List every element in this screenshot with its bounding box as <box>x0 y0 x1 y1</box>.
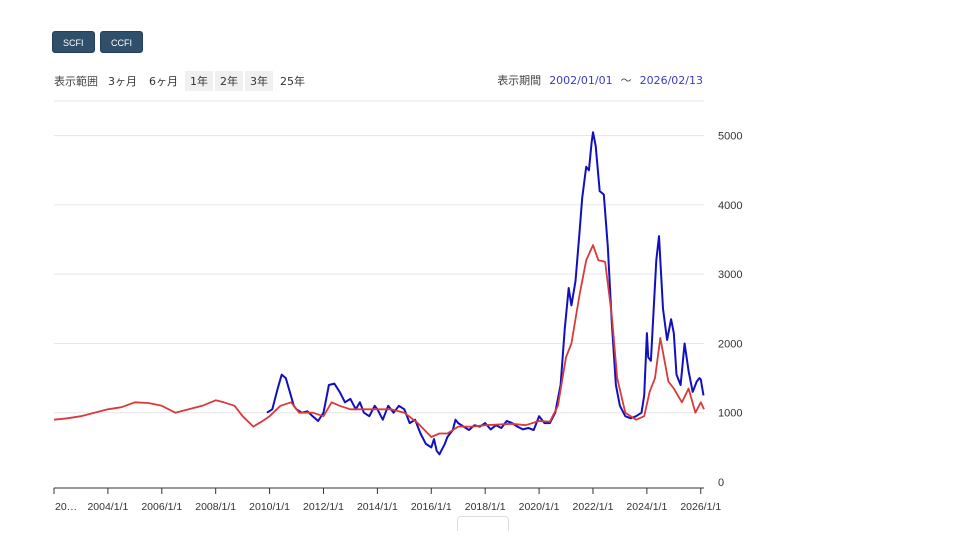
scfi-button[interactable]: SCFI <box>52 31 95 53</box>
x-tick-label: 2004/1/1 <box>87 501 128 513</box>
series-line-ccfi <box>53 244 705 438</box>
x-tick-label: 2012/1/1 <box>303 501 344 513</box>
grid-lines <box>54 135 704 414</box>
y-tick-label: 3000 <box>718 269 742 281</box>
y-axis: 0 1000 2000 3000 4000 5000 <box>718 131 742 489</box>
x-tick-label: 2010/1/1 <box>249 501 290 513</box>
end-date[interactable]: 2026/02/13 <box>639 73 703 87</box>
start-date[interactable]: 2002/01/01 <box>549 73 613 87</box>
range-25y-button[interactable]: 25年 <box>280 75 305 88</box>
x-tick-label: 2022/1/1 <box>573 501 614 513</box>
x-tick-label: 2024/1/1 <box>626 501 667 513</box>
y-tick-label: 1000 <box>718 408 742 420</box>
series-line-scfi <box>266 131 705 456</box>
x-tick-label: 2016/1/1 <box>411 501 452 513</box>
x-tick-label: 2006/1/1 <box>141 501 182 513</box>
series-lines <box>53 131 705 456</box>
period-label: 表示期間 <box>497 74 542 87</box>
range-selector: 表示範囲 3ヶ月 6ヶ月 1年 2年 3年 25年 <box>54 71 312 91</box>
ccfi-button[interactable]: CCFI <box>100 31 143 53</box>
x-tick-label: 2008/1/1 <box>195 501 236 513</box>
range-6m-button[interactable]: 6ヶ月 <box>149 75 178 88</box>
y-tick-label: 5000 <box>718 131 742 143</box>
y-tick-label: 0 <box>718 477 724 489</box>
x-tick-label: 20… <box>55 501 77 513</box>
y-tick-label: 2000 <box>718 338 742 350</box>
range-label: 表示範囲 <box>54 75 98 88</box>
range-2y-button[interactable]: 2年 <box>215 71 243 91</box>
range-1y-button[interactable]: 1年 <box>185 71 213 91</box>
x-tick-label: 2018/1/1 <box>465 501 506 513</box>
scroll-handle[interactable] <box>457 516 509 531</box>
x-tick-label: 2020/1/1 <box>519 501 560 513</box>
range-3y-button[interactable]: 3年 <box>245 71 273 91</box>
period-separator: 〜 <box>620 74 632 87</box>
x-axis: 20… 2004/1/1 2006/1/1 2008/1/1 2010/1/1 2012/… <box>53 487 721 513</box>
period-display: 表示期間 2002/01/01 〜 2026/02/13 <box>497 72 703 88</box>
range-3m-button[interactable]: 3ヶ月 <box>108 75 137 88</box>
x-tick-label: 2026/1/1 <box>680 501 721 513</box>
x-tick-label: 2014/1/1 <box>357 501 398 513</box>
y-tick-label: 4000 <box>718 200 742 212</box>
